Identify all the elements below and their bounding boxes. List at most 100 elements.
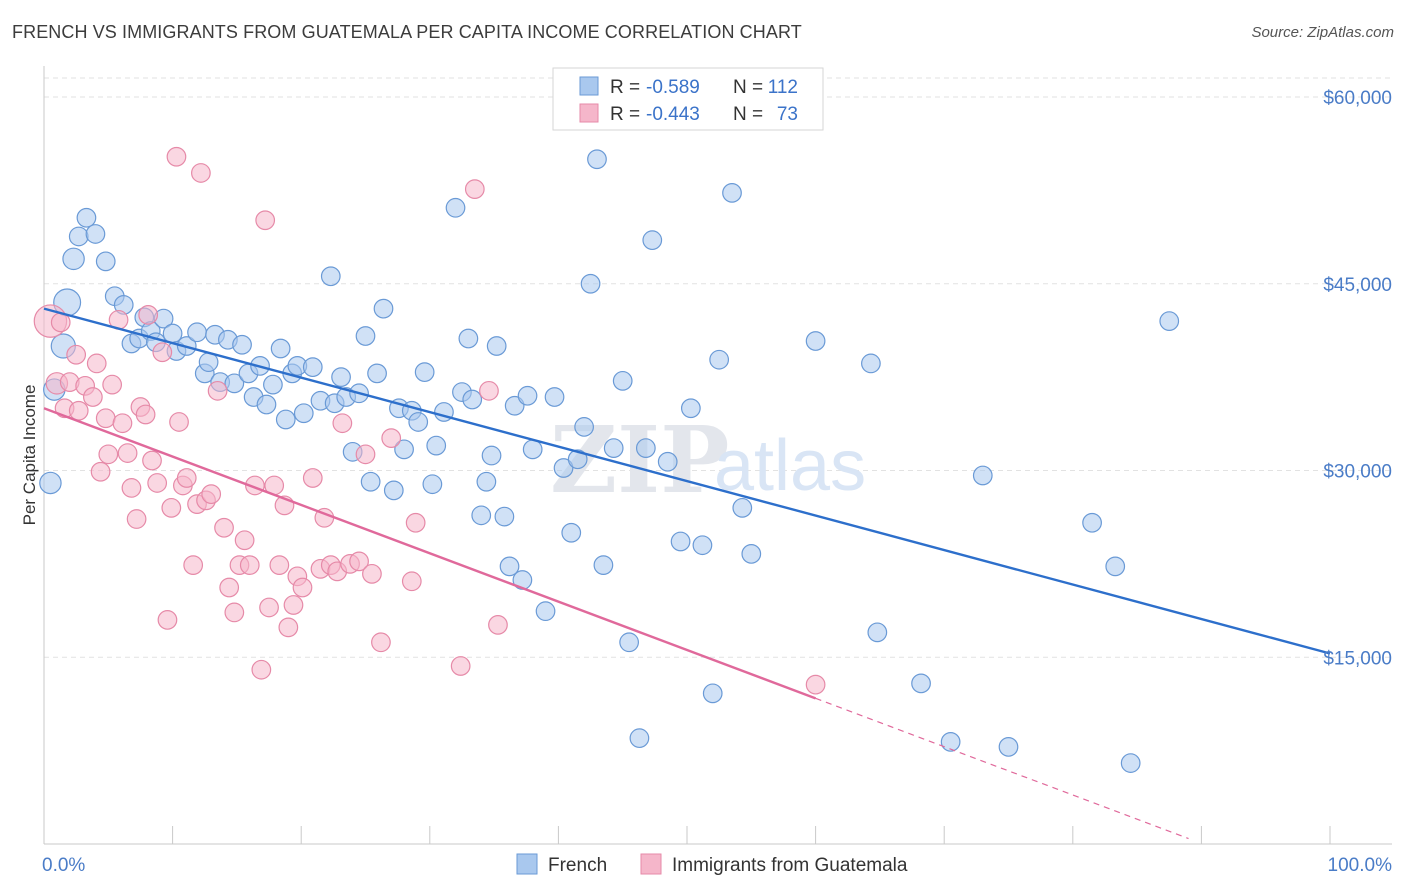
french-point-102: [972, 465, 993, 486]
watermark: ZIP atlas: [550, 406, 866, 514]
trend-line-extension-1: [815, 697, 1189, 840]
legend-swatch-french: [579, 76, 599, 96]
french-point-68: [499, 556, 520, 577]
french-point-78: [574, 417, 594, 437]
guatemala-point-8: [90, 461, 111, 482]
french-point-94: [722, 182, 742, 203]
french-point-90: [680, 398, 701, 419]
series-french-points: [39, 149, 1180, 773]
french-point-55: [414, 362, 435, 383]
guatemala-point-68: [479, 380, 499, 401]
french-point-95: [732, 497, 753, 518]
guatemala-point-13: [112, 413, 133, 434]
french-point-42: [331, 367, 351, 388]
guatemala-point-31: [191, 163, 211, 183]
french-point-92: [702, 683, 723, 704]
bottom-legend: French Immigrants from Guatemala: [516, 853, 908, 876]
french-point-89: [670, 531, 691, 552]
legend-r-label-0: R =: [610, 77, 640, 98]
french-point-72: [522, 439, 543, 460]
bottom-legend-french: French: [548, 855, 607, 876]
french-point-77: [567, 449, 588, 470]
legend-n-label-0: N =: [733, 77, 763, 98]
french-point-37: [293, 403, 314, 424]
y-tick-label-0: $15,000: [1323, 648, 1392, 669]
french-point-48: [367, 363, 387, 384]
french-point-5: [68, 226, 89, 247]
legend-n-value-1: 73: [777, 104, 798, 125]
french-point-79: [580, 273, 601, 294]
guatemala-point-6: [82, 387, 103, 407]
guatemala-point-62: [371, 632, 391, 653]
french-point-66: [486, 336, 507, 356]
legend-n-label-1: N =: [733, 104, 763, 125]
guatemala-point-28: [176, 468, 197, 488]
guatemala-point-10: [98, 444, 119, 465]
french-point-61: [458, 328, 479, 349]
guatemala-point-11: [102, 374, 123, 395]
trend-line-1: [43, 407, 817, 700]
legend: R = -0.589 N = 112 R = -0.443 N = 73: [552, 67, 824, 131]
french-point-74: [544, 387, 565, 407]
guatemala-point-23: [157, 610, 178, 630]
french-point-75: [553, 458, 574, 478]
chart-title: FRENCH VS IMMIGRANTS FROM GUATEMALA PER …: [12, 22, 802, 42]
y-tick-label-3: $60,000: [1323, 88, 1392, 109]
bottom-legend-swatch-french: [516, 853, 538, 875]
legend-r-value-0: -0.589: [646, 77, 700, 98]
y-tick-label-1: $30,000: [1323, 462, 1392, 483]
guatemala-point-43: [255, 210, 276, 231]
french-point-64: [476, 471, 497, 492]
guatemala-point-35: [214, 517, 234, 538]
french-point-8: [95, 251, 116, 272]
guatemala-point-16: [126, 509, 147, 529]
french-point-76: [561, 522, 582, 543]
french-point-49: [373, 298, 394, 319]
french-point-31: [256, 394, 277, 415]
french-point-103: [998, 737, 1019, 757]
source-label: Source: ZipAtlas.com: [1251, 24, 1394, 41]
guatemala-point-33: [201, 484, 222, 505]
french-point-81: [593, 555, 614, 575]
guatemala-point-39: [234, 530, 255, 551]
guatemala-point-70: [805, 674, 826, 695]
french-point-6: [76, 207, 97, 228]
french-point-33: [270, 338, 291, 359]
guatemala-point-64: [401, 571, 422, 592]
legend-swatch-guatemala: [579, 103, 599, 123]
french-point-47: [360, 471, 381, 492]
guatemala-point-60: [355, 444, 376, 465]
guatemala-point-66: [450, 656, 471, 676]
guatemala-point-15: [121, 478, 142, 498]
guatemala-point-4: [68, 400, 89, 421]
french-point-84: [619, 632, 640, 653]
guatemala-point-44: [259, 597, 279, 618]
french-point-91: [692, 535, 713, 556]
french-point-80: [587, 149, 607, 170]
guatemala-point-7: [86, 353, 107, 374]
french-point-87: [642, 230, 663, 251]
french-point-107: [1159, 311, 1180, 331]
french-point-98: [861, 353, 881, 374]
legend-r-label-1: R =: [610, 104, 640, 125]
guatemala-point-19: [138, 304, 159, 325]
guatemala-point-51: [292, 577, 313, 598]
french-point-50: [383, 480, 404, 501]
guatemala-point-72: [66, 344, 87, 365]
guatemala-point-65: [405, 512, 426, 533]
french-point-96: [741, 544, 762, 564]
french-point-52: [394, 439, 414, 460]
french-point-82: [603, 438, 624, 458]
guatemala-point-42: [251, 659, 272, 680]
french-point-97: [805, 331, 826, 351]
guatemala-point-25: [166, 146, 187, 167]
y-axis-label: Per Capita Income: [20, 385, 39, 526]
guatemala-point-24: [161, 497, 182, 518]
french-point-105: [1105, 556, 1126, 577]
french-point-106: [1120, 753, 1141, 773]
guatemala-point-20: [142, 450, 162, 471]
bottom-legend-swatch-guatemala: [640, 853, 662, 875]
guatemala-point-18: [135, 404, 156, 425]
french-point-65: [481, 445, 502, 466]
